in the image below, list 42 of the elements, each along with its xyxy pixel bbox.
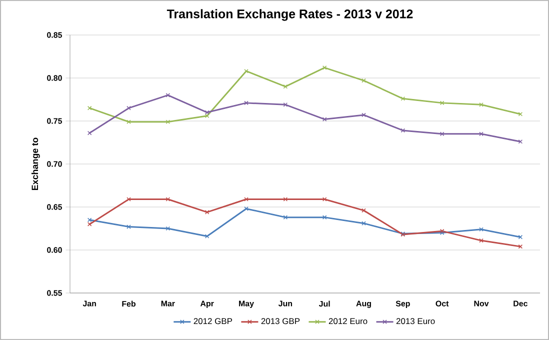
point (244, 206, 248, 211)
point (126, 224, 131, 229)
point (166, 226, 170, 231)
point (362, 208, 366, 213)
point (322, 197, 327, 202)
point (166, 197, 170, 202)
point (479, 132, 484, 136)
point (283, 215, 288, 220)
point (440, 132, 444, 136)
point (322, 215, 327, 220)
point (322, 117, 327, 122)
point (244, 68, 248, 74)
point (400, 128, 406, 133)
point (126, 106, 131, 110)
point (204, 114, 210, 118)
chart-title: Translation Exchange Rates - 2013 v 2012 (166, 9, 413, 21)
point (283, 197, 288, 202)
point (362, 221, 366, 226)
point (166, 120, 170, 124)
point (479, 102, 484, 107)
legend-label: 2013 GBP (261, 318, 300, 324)
legend-label: 2012 GBP (194, 318, 232, 324)
point (204, 234, 210, 238)
point (479, 238, 484, 243)
point (204, 110, 210, 115)
point (283, 102, 288, 107)
point (244, 100, 248, 106)
point (362, 112, 366, 118)
legend-label: 2013 Euro (396, 318, 435, 324)
point (204, 210, 210, 214)
point (126, 197, 131, 202)
y-axis-title: Exchange to (31, 138, 40, 190)
point (244, 197, 248, 202)
point (479, 227, 484, 232)
point (440, 100, 444, 106)
point (283, 84, 288, 89)
point (166, 93, 170, 98)
legend-label: 2012 Euro (328, 318, 368, 324)
point (362, 78, 366, 83)
point (322, 66, 327, 70)
point (126, 120, 131, 124)
point (400, 96, 406, 101)
